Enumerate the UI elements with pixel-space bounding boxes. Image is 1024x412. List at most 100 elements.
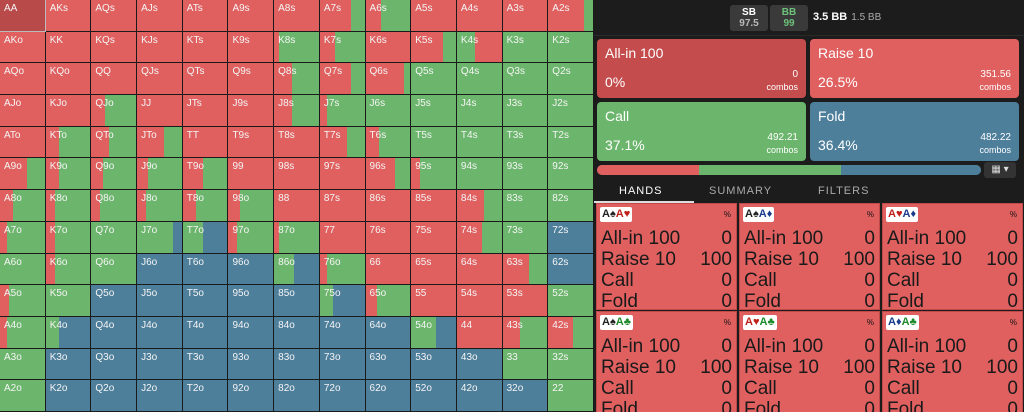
range-cell-Q8s[interactable]: Q8s (274, 63, 320, 96)
range-cell-KTs[interactable]: KTs (182, 31, 229, 64)
range-cell-Q4s[interactable]: Q4s (456, 63, 503, 96)
range-cell-KK[interactable]: KK (45, 31, 92, 64)
range-cell-Q4o[interactable]: Q4o (91, 316, 138, 349)
range-cell-J2o[interactable]: J2o (137, 380, 183, 412)
range-cell-T3o[interactable]: T3o (182, 348, 229, 381)
range-cell-T5s[interactable]: T5s (411, 126, 457, 159)
range-cell-63s[interactable]: 63s (502, 253, 549, 286)
range-cell-K2o[interactable]: K2o (45, 380, 92, 412)
range-cell-JTo[interactable]: JTo (137, 126, 183, 159)
range-cell-65o[interactable]: 65o (365, 285, 412, 317)
view-mode-dropdown[interactable]: ▦ ▾ (984, 162, 1016, 178)
range-cell-84o[interactable]: 84o (274, 316, 320, 349)
range-cell-J4s[interactable]: J4s (456, 95, 503, 127)
range-cell-96o[interactable]: 96o (228, 253, 275, 286)
range-cell-J5s[interactable]: J5s (411, 95, 457, 127)
range-cell-32s[interactable]: 32s (548, 348, 594, 381)
hand-combo-card[interactable]: A♦A♣% All-in 100 0 Raise 10 100 Call 0 Fold 0 (882, 311, 1023, 412)
range-cell-J6o[interactable]: J6o (137, 253, 183, 286)
range-cell-AJs[interactable]: AJs (137, 0, 183, 32)
action-fold-card[interactable]: Fold 36.4% 482.22 combos (810, 102, 1019, 161)
tab-summary[interactable]: SUMMARY (709, 185, 773, 197)
range-cell-65s[interactable]: 65s (411, 253, 457, 286)
range-cell-Q5o[interactable]: Q5o (91, 285, 138, 317)
range-cell-93o[interactable]: 93o (228, 348, 275, 381)
range-cell-K7s[interactable]: K7s (319, 31, 366, 64)
range-cell-QTs[interactable]: QTs (182, 63, 229, 96)
range-cell-K3o[interactable]: K3o (45, 348, 92, 381)
range-cell-54s[interactable]: 54s (456, 285, 503, 317)
range-cell-92o[interactable]: 92o (228, 380, 275, 412)
range-cell-AJo[interactable]: AJo (0, 95, 46, 127)
range-cell-A5s[interactable]: A5s (411, 0, 457, 32)
range-cell-ATs[interactable]: ATs (182, 0, 229, 32)
range-cell-Q7o[interactable]: Q7o (91, 221, 138, 254)
hand-combo-card[interactable]: A♥A♣% All-in 100 0 Raise 10 100 Call 0 Fold 0 (739, 311, 880, 412)
range-cell-95s[interactable]: 95s (411, 158, 457, 191)
range-cell-93s[interactable]: 93s (502, 158, 549, 191)
range-cell-94o[interactable]: 94o (228, 316, 275, 349)
range-cell-66[interactable]: 66 (365, 253, 412, 286)
range-cell-85s[interactable]: 85s (411, 190, 457, 222)
range-cell-Q7s[interactable]: Q7s (319, 63, 366, 96)
range-cell-97o[interactable]: 97o (228, 221, 275, 254)
hand-combo-card[interactable]: A♠A♥% All-in 100 0 Raise 10 100 Call 0 Fold 0 (596, 203, 737, 310)
range-cell-42s[interactable]: 42s (548, 316, 594, 349)
range-cell-85o[interactable]: 85o (274, 285, 320, 317)
range-cell-T8s[interactable]: T8s (274, 126, 320, 159)
range-cell-Q6o[interactable]: Q6o (91, 253, 138, 286)
range-cell-53o[interactable]: 53o (411, 348, 457, 381)
range-cell-K6s[interactable]: K6s (365, 31, 412, 64)
range-cell-74o[interactable]: 74o (319, 316, 366, 349)
range-cell-K9o[interactable]: K9o (45, 158, 92, 191)
range-cell-J3o[interactable]: J3o (137, 348, 183, 381)
range-cell-T2s[interactable]: T2s (548, 126, 594, 159)
range-cell-Q8o[interactable]: Q8o (91, 190, 138, 222)
range-cell-J3s[interactable]: J3s (502, 95, 549, 127)
range-cell-54o[interactable]: 54o (411, 316, 457, 349)
range-cell-AQs[interactable]: AQs (91, 0, 138, 32)
range-cell-73o[interactable]: 73o (319, 348, 366, 381)
range-cell-96s[interactable]: 96s (365, 158, 412, 191)
range-cell-95o[interactable]: 95o (228, 285, 275, 317)
range-cell-Q9o[interactable]: Q9o (91, 158, 138, 191)
range-cell-Q6s[interactable]: Q6s (365, 63, 412, 96)
action-allin-card[interactable]: All-in 100 0% 0 combos (597, 39, 806, 98)
range-cell-T4s[interactable]: T4s (456, 126, 503, 159)
range-cell-K7o[interactable]: K7o (45, 221, 92, 254)
range-cell-98s[interactable]: 98s (274, 158, 320, 191)
range-cell-T6o[interactable]: T6o (182, 253, 229, 286)
range-cell-52o[interactable]: 52o (411, 380, 457, 412)
range-cell-86o[interactable]: 86o (274, 253, 320, 286)
range-cell-Q2o[interactable]: Q2o (91, 380, 138, 412)
range-cell-55[interactable]: 55 (411, 285, 457, 317)
range-cell-J7s[interactable]: J7s (319, 95, 366, 127)
range-cell-A4o[interactable]: A4o (0, 316, 46, 349)
range-cell-K8s[interactable]: K8s (274, 31, 320, 64)
range-cell-AQo[interactable]: AQo (0, 63, 46, 96)
range-cell-43s[interactable]: 43s (502, 316, 549, 349)
range-cell-A2o[interactable]: A2o (0, 380, 46, 412)
range-cell-75s[interactable]: 75s (411, 221, 457, 254)
range-cell-AKo[interactable]: AKo (0, 31, 46, 64)
range-cell-J8s[interactable]: J8s (274, 95, 320, 127)
range-cell-52s[interactable]: 52s (548, 285, 594, 317)
range-cell-83o[interactable]: 83o (274, 348, 320, 381)
range-cell-92s[interactable]: 92s (548, 158, 594, 191)
range-cell-62s[interactable]: 62s (548, 253, 594, 286)
range-cell-75o[interactable]: 75o (319, 285, 366, 317)
range-cell-98o[interactable]: 98o (228, 190, 275, 222)
range-cell-K5o[interactable]: K5o (45, 285, 92, 317)
range-cell-32o[interactable]: 32o (502, 380, 549, 412)
range-cell-T4o[interactable]: T4o (182, 316, 229, 349)
range-cell-J6s[interactable]: J6s (365, 95, 412, 127)
range-cell-A6s[interactable]: A6s (365, 0, 412, 32)
range-cell-QJo[interactable]: QJo (91, 95, 138, 127)
range-cell-TT[interactable]: TT (182, 126, 229, 159)
hand-combo-card[interactable]: A♠A♦% All-in 100 0 Raise 10 100 Call 0 Fold 0 (739, 203, 880, 310)
range-cell-76o[interactable]: 76o (319, 253, 366, 286)
range-cell-44[interactable]: 44 (456, 316, 503, 349)
sb-position-chip[interactable]: SB 97.5 (730, 5, 768, 31)
range-cell-73s[interactable]: 73s (502, 221, 549, 254)
range-cell-87s[interactable]: 87s (319, 190, 366, 222)
